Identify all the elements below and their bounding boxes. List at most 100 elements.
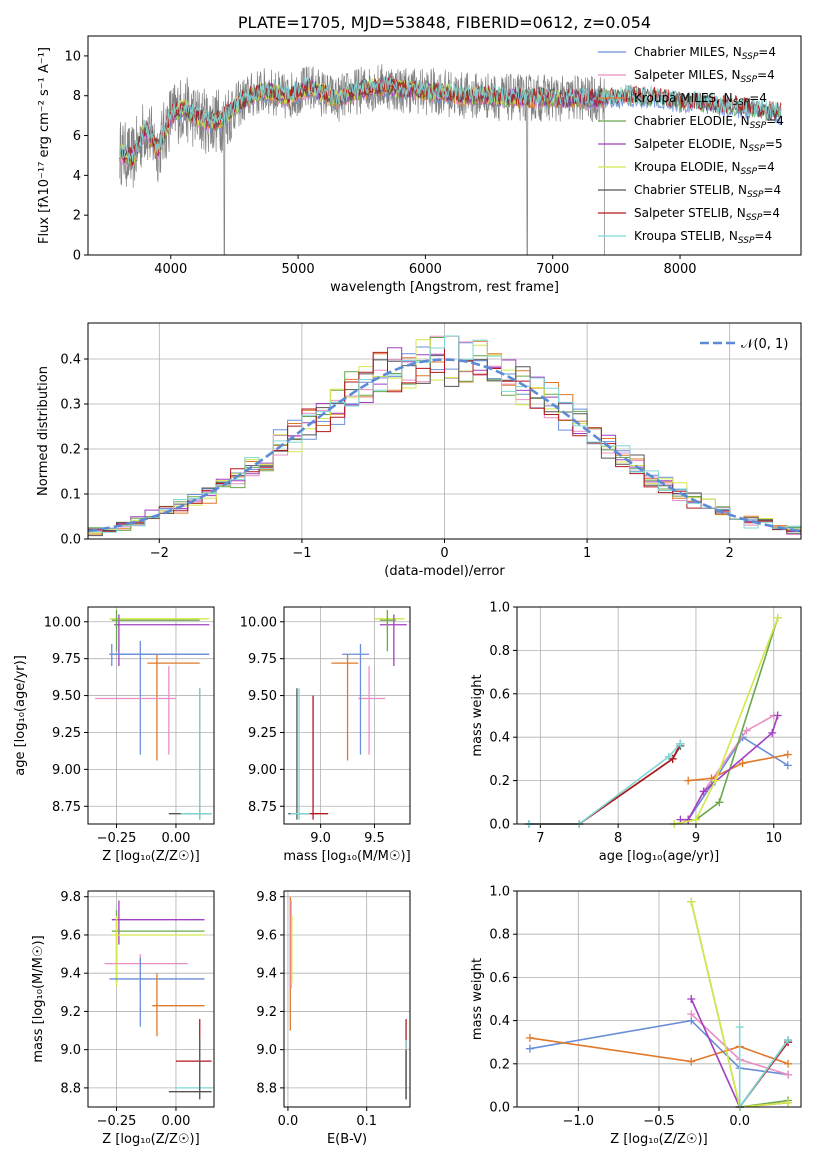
spectrum-lines xyxy=(119,64,782,255)
y-tick-label: 9.0 xyxy=(60,1043,81,1058)
legend-entry: 𝒩(0, 1) xyxy=(741,337,788,352)
age-vs-Z-axes: −0.25 0.00 8.75 9.00 9.25 9.50 9.75 10.00 Z [log… xyxy=(13,607,214,864)
series-marker xyxy=(687,1010,696,1019)
x-tick-label: 0.00 xyxy=(161,1114,190,1129)
series-marker xyxy=(687,897,696,906)
x-tick-label: 7 xyxy=(536,831,544,846)
series-marker xyxy=(684,815,693,824)
x-tick-label: 0 xyxy=(440,546,448,561)
y-tick-label: 9.4 xyxy=(256,967,277,982)
legend-entry: Salpeter STELIB, NSSP=4 xyxy=(634,206,780,223)
y-tick-label: 9.50 xyxy=(52,689,81,704)
y-tick-label: 0.4 xyxy=(60,353,81,368)
series-line xyxy=(529,1019,789,1076)
y-tick-label: 9.2 xyxy=(256,1005,277,1020)
x-axis-label: age [log₁₀(age/yr)] xyxy=(599,849,720,864)
legend-entry: Kroupa ELODIE, NSSP=4 xyxy=(634,160,775,177)
x-tick-label: 9.0 xyxy=(310,831,331,846)
y-axis-label: age [log₁₀(age/yr)] xyxy=(13,655,28,776)
x-tick-label: 0.0 xyxy=(278,1114,299,1129)
legend-entry: Chabrier STELIB, NSSP=4 xyxy=(634,183,781,200)
mass-vs-Z-axes: −0.25 0.00 8.8 9.0 9.2 9.4 9.6 9.8 Z [log₁₀(Z/Z☉… xyxy=(31,890,214,1147)
y-tick-label: 8.8 xyxy=(256,1081,277,1096)
series-marker xyxy=(664,752,673,761)
spectrum-frame xyxy=(87,35,802,256)
series-marker xyxy=(784,1098,793,1107)
series-marker xyxy=(735,1023,744,1032)
series-line xyxy=(674,617,779,825)
mass-vs-ebv-frame xyxy=(283,890,411,1108)
y-tick-label: 1.0 xyxy=(489,885,510,900)
x-tick-label: 8 xyxy=(614,831,622,846)
age-vs-Z-frame xyxy=(87,606,215,825)
y-tick-label: 9.75 xyxy=(248,652,277,667)
x-tick-label: 10 xyxy=(765,831,782,846)
legend-entry: Salpeter ELODIE, NSSP=5 xyxy=(634,137,783,154)
y-tick-label: 9.25 xyxy=(248,726,277,741)
y-tick-label: 0.4 xyxy=(489,1014,510,1029)
weight-vs-age-series xyxy=(524,613,792,828)
y-tick-label: 0.2 xyxy=(489,774,510,789)
y-tick-label: 0.2 xyxy=(60,443,81,458)
y-tick-label: 10 xyxy=(64,49,81,64)
x-axis-label: mass [log₁₀(M/M☉)] xyxy=(283,849,410,864)
series-line xyxy=(688,753,788,782)
y-tick-label: 9.4 xyxy=(60,967,81,982)
series-marker xyxy=(784,1059,793,1068)
series-marker xyxy=(711,776,720,785)
x-tick-label: 0.1 xyxy=(356,1114,377,1129)
series-marker xyxy=(715,798,724,807)
age-vs-mass-errorbars xyxy=(288,609,407,820)
y-tick-label: 2 xyxy=(73,209,81,224)
y-tick-label: 0.3 xyxy=(60,398,81,413)
x-tick-label: 9.5 xyxy=(364,831,385,846)
series-marker xyxy=(742,726,751,735)
age-vs-mass-frame xyxy=(283,606,411,825)
weight-vs-Z-frame xyxy=(516,890,802,1108)
series-marker xyxy=(691,815,700,824)
x-axis-label: (data-model)/error xyxy=(384,564,505,579)
series-marker xyxy=(784,1070,793,1079)
y-tick-label: 9.8 xyxy=(256,890,277,905)
x-tick-label: −1.0 xyxy=(563,1114,595,1129)
y-tick-label: 0.8 xyxy=(489,644,510,659)
x-axis-label: Z [log₁₀(Z/Z☉)] xyxy=(102,1132,199,1147)
legend-entry: Kroupa STELIB, NSSP=4 xyxy=(634,229,772,246)
y-axis-label: Normed distribution xyxy=(36,366,51,496)
histogram-step xyxy=(88,335,801,532)
y-axis-label: mass weight xyxy=(470,958,485,1040)
x-tick-label: −2 xyxy=(150,546,169,561)
series-line xyxy=(528,743,682,825)
y-tick-label: 0.0 xyxy=(60,533,81,548)
series-line xyxy=(687,736,789,821)
age-vs-Z-errorbars xyxy=(95,609,212,820)
y-tick-label: 9.75 xyxy=(52,652,81,667)
y-tick-label: 9.00 xyxy=(52,763,81,778)
series-marker xyxy=(783,750,792,759)
x-axis-label: wavelength [Angstrom, rest frame] xyxy=(330,280,559,295)
residuals-frame xyxy=(87,322,802,540)
mass-vs-Z-errorbars xyxy=(104,900,212,1100)
y-tick-label: 10.00 xyxy=(240,615,277,630)
series-marker xyxy=(768,728,777,737)
series-marker xyxy=(525,1033,534,1042)
series-line xyxy=(674,617,779,825)
series-line xyxy=(680,715,779,821)
y-axis-label: mass [log₁₀(M/M☉)] xyxy=(31,935,46,1062)
series-marker xyxy=(676,739,685,748)
y-tick-label: 10.00 xyxy=(44,615,81,630)
residuals-axes: −2 −1 0 1 2 0.0 0.1 0.2 0.3 0.4 (data-model)/error… xyxy=(36,323,801,579)
weight-vs-age-frame xyxy=(516,606,802,825)
y-tick-label: 9.8 xyxy=(60,890,81,905)
y-tick-label: 8.8 xyxy=(60,1081,81,1096)
x-tick-label: 5000 xyxy=(282,262,315,277)
legend-entry: Chabrier ELODIE, NSSP=4 xyxy=(634,114,784,131)
y-tick-label: 0.6 xyxy=(489,687,510,702)
mass-vs-ebv-errorbars xyxy=(289,896,407,1100)
y-tick-label: 8 xyxy=(73,89,81,104)
series-marker xyxy=(684,776,693,785)
y-tick-label: 9.25 xyxy=(52,726,81,741)
y-tick-label: 9.6 xyxy=(60,928,81,943)
y-tick-label: 0.8 xyxy=(489,928,510,943)
